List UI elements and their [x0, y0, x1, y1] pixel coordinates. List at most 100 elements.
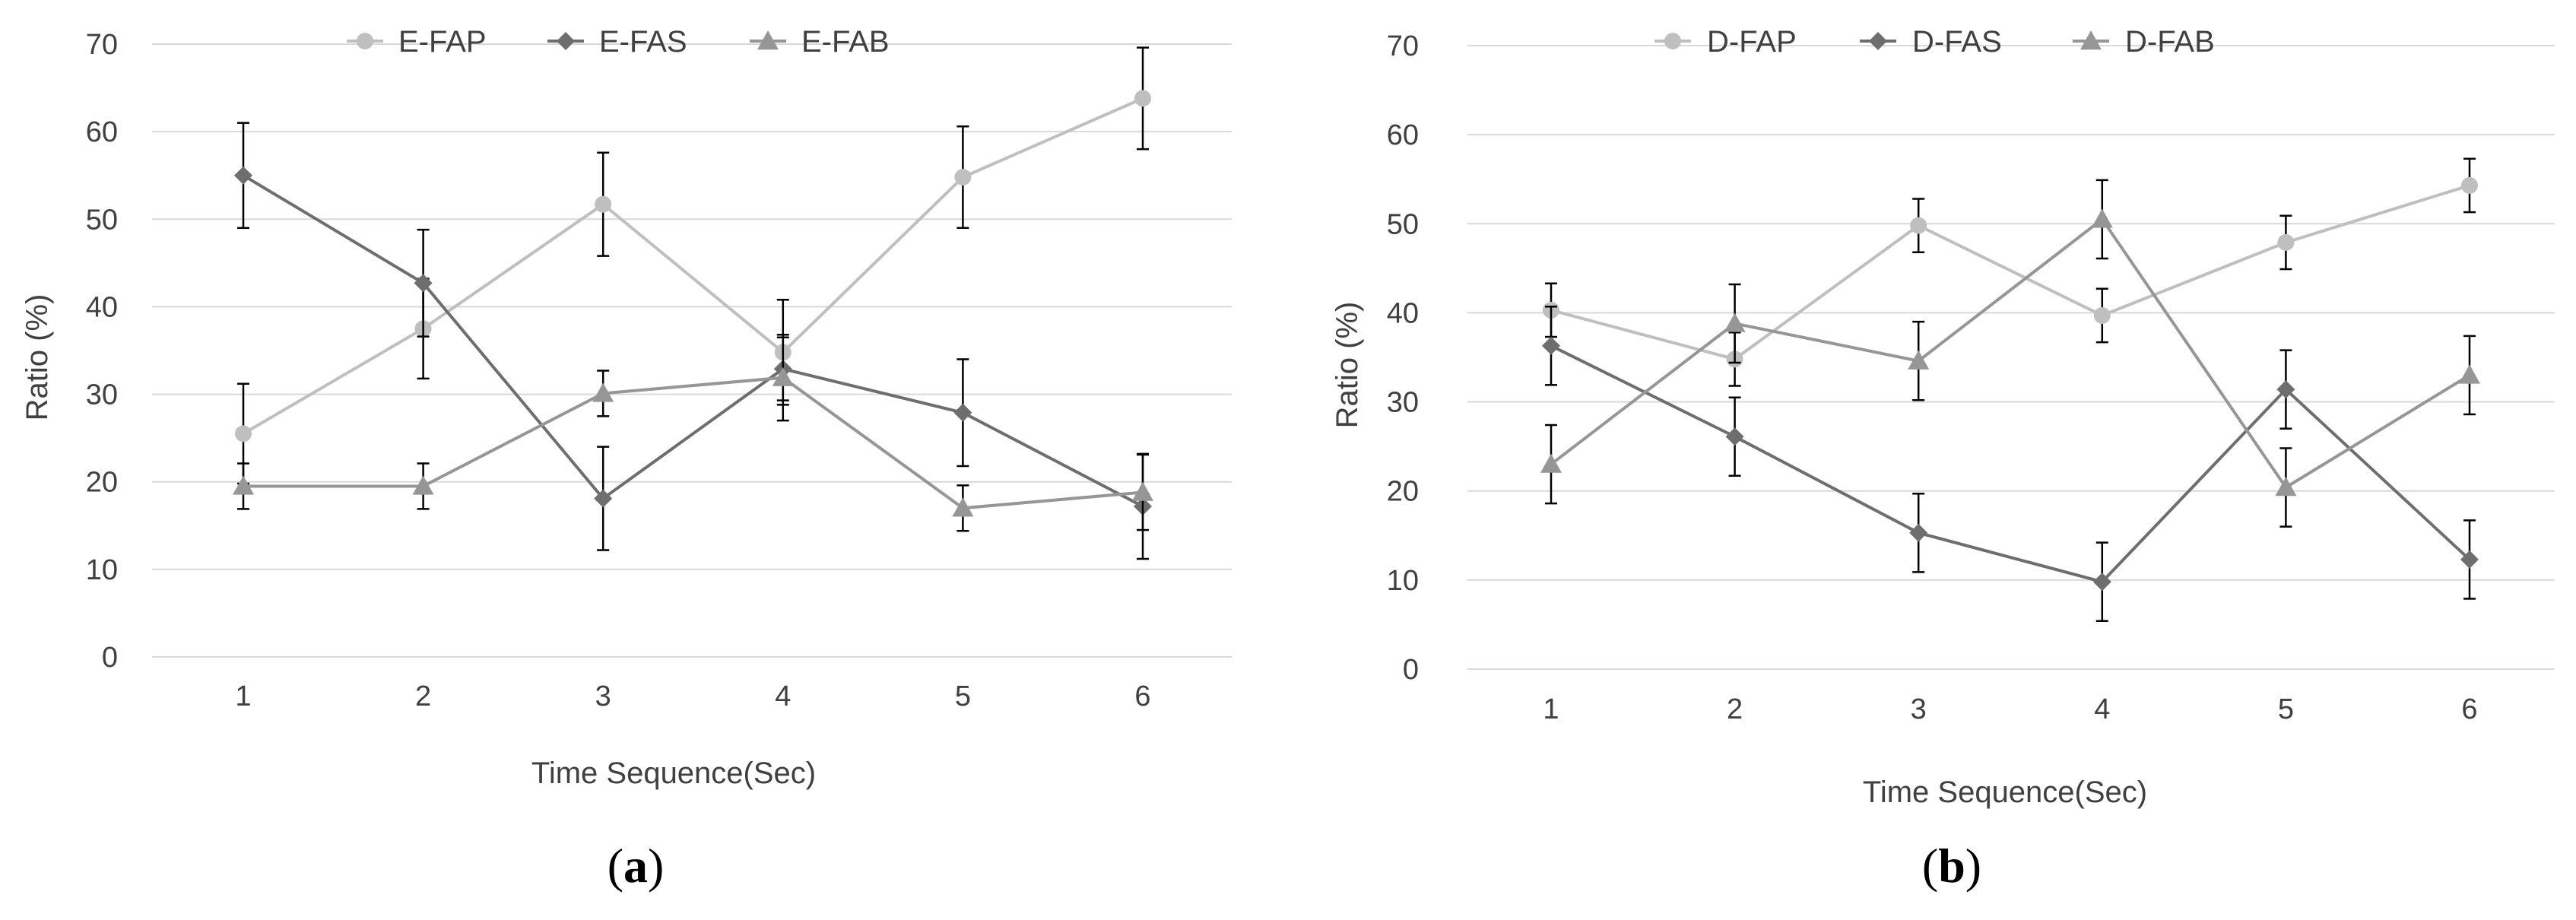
- series-line: [242, 173, 1144, 508]
- data-point: [2276, 380, 2295, 399]
- x-tick-labels: 1 2 3 4 5 6: [1543, 693, 2477, 725]
- y-tick-label: 30: [1387, 387, 1419, 419]
- series-line: [243, 376, 1144, 510]
- series-e-fas: [234, 122, 1152, 560]
- y-tick-label: 10: [86, 554, 118, 586]
- legend-item-d-fab: D-FAB: [2073, 25, 2215, 59]
- series-e-fab: [233, 334, 1153, 532]
- y-tick-labels: 0 10 20 30 40 50 60 70: [1387, 30, 1419, 686]
- series-line: [1550, 344, 2471, 584]
- y-tick-label: 0: [102, 642, 118, 674]
- data-point: [1910, 217, 1927, 234]
- gridlines: [152, 43, 1232, 658]
- data-point: [953, 403, 972, 422]
- data-point: [2460, 550, 2479, 569]
- data-point: [594, 489, 613, 508]
- legend-item-e-fap: E-FAP: [347, 25, 487, 59]
- data-point: [235, 425, 252, 443]
- x-tick-label: 5: [955, 680, 971, 712]
- data-point: [2275, 477, 2297, 496]
- data-point: [954, 169, 972, 186]
- data-point: [1132, 481, 1153, 501]
- series-line: [242, 97, 1144, 436]
- panel-letter-a: a: [623, 839, 648, 893]
- data-point: [2092, 573, 2111, 592]
- data-point: [1540, 453, 1562, 473]
- legend-item-d-fap: D-FAP: [1654, 25, 1797, 59]
- data-point: [1724, 312, 1746, 332]
- legend-item-e-fab: E-FAB: [750, 25, 890, 59]
- x-tick-label: 6: [2461, 693, 2477, 725]
- data-point: [2277, 233, 2295, 251]
- x-tick-label: 5: [2278, 693, 2294, 725]
- data-point: [414, 274, 433, 293]
- x-tick-label: 6: [1134, 680, 1150, 712]
- x-axis-title: Time Sequence(Sec): [1863, 776, 2147, 809]
- y-tick-label: 50: [86, 204, 118, 236]
- data-point: [772, 366, 794, 386]
- y-tick-label: 20: [86, 467, 118, 499]
- legend-label: E-FAP: [398, 25, 487, 59]
- x-tick-label: 1: [235, 680, 251, 712]
- y-tick-label: 0: [1403, 654, 1419, 686]
- panel-letter-b: b: [1938, 839, 1965, 893]
- panel-label-a: (a): [608, 839, 665, 893]
- y-axis-title: Ratio (%): [21, 294, 54, 421]
- y-tick-label: 20: [1387, 476, 1419, 508]
- x-tick-label: 3: [595, 680, 611, 712]
- legend-marker: [1869, 32, 1887, 50]
- data-point: [234, 166, 252, 185]
- legend-label: D-FAP: [1707, 25, 1797, 59]
- x-tick-label: 4: [2094, 693, 2110, 725]
- y-tick-label: 40: [86, 291, 118, 323]
- legend-label: E-FAS: [599, 25, 687, 59]
- x-tick-label: 3: [1911, 693, 1927, 725]
- y-tick-label: 60: [86, 116, 118, 148]
- data-point: [233, 475, 254, 495]
- legend-item-e-fas: E-FAS: [547, 25, 687, 59]
- series-d-fab: [1540, 179, 2480, 528]
- y-tick-label: 50: [1387, 208, 1419, 240]
- y-axis-title: Ratio (%): [1331, 302, 1364, 429]
- y-tick-labels: 0 10 20 30 40 50 60 70: [86, 29, 118, 674]
- x-tick-label: 1: [1543, 693, 1559, 725]
- panel-label-b: (b): [1922, 839, 1981, 893]
- x-tick-labels: 1 2 3 4 5 6: [235, 680, 1150, 712]
- series-group: [1540, 157, 2480, 622]
- series-line: [1550, 184, 2470, 361]
- data-point: [412, 475, 434, 495]
- data-point: [2459, 364, 2480, 384]
- y-tick-label: 70: [86, 29, 118, 61]
- legend-item-d-fas: D-FAS: [1860, 25, 2002, 59]
- x-axis-title: Time Sequence(Sec): [531, 757, 816, 790]
- gridlines: [1467, 45, 2555, 670]
- legend-label: E-FAB: [801, 25, 890, 59]
- series-line: [1550, 217, 2471, 490]
- data-point: [1134, 90, 1151, 107]
- y-tick-label: 60: [1387, 119, 1419, 151]
- legend-marker: [357, 33, 373, 49]
- legend-label: D-FAB: [2125, 25, 2215, 59]
- legend: D-FAP D-FAS D-FAB: [1654, 25, 2215, 59]
- x-tick-label: 2: [1727, 693, 1743, 725]
- data-point: [592, 382, 614, 402]
- chart-panel-a: 0 10 20 30 40 50 60 70 1 2 3 4 5 6 E-FAP E-FAS E-FAB R…: [21, 25, 1232, 893]
- series-d-fas: [1542, 305, 2479, 622]
- y-tick-label: 40: [1387, 297, 1419, 329]
- chart-panel-b: 0 10 20 30 40 50 60 70 1 2 3 4 5 6 D-FAP D-FAS D-FAB R…: [1331, 25, 2555, 893]
- legend-label: D-FAS: [1912, 25, 2002, 59]
- data-point: [2461, 176, 2478, 194]
- data-point: [2091, 208, 2113, 228]
- data-point: [2093, 306, 2111, 324]
- legend: E-FAP E-FAS E-FAB: [347, 25, 890, 59]
- legend-marker: [557, 32, 575, 50]
- data-point: [1725, 427, 1744, 446]
- data-point: [1542, 336, 1560, 355]
- x-tick-label: 2: [415, 680, 431, 712]
- legend-marker: [757, 30, 779, 50]
- legend-marker: [1664, 33, 1681, 49]
- y-tick-label: 10: [1387, 565, 1419, 597]
- y-tick-label: 70: [1387, 30, 1419, 62]
